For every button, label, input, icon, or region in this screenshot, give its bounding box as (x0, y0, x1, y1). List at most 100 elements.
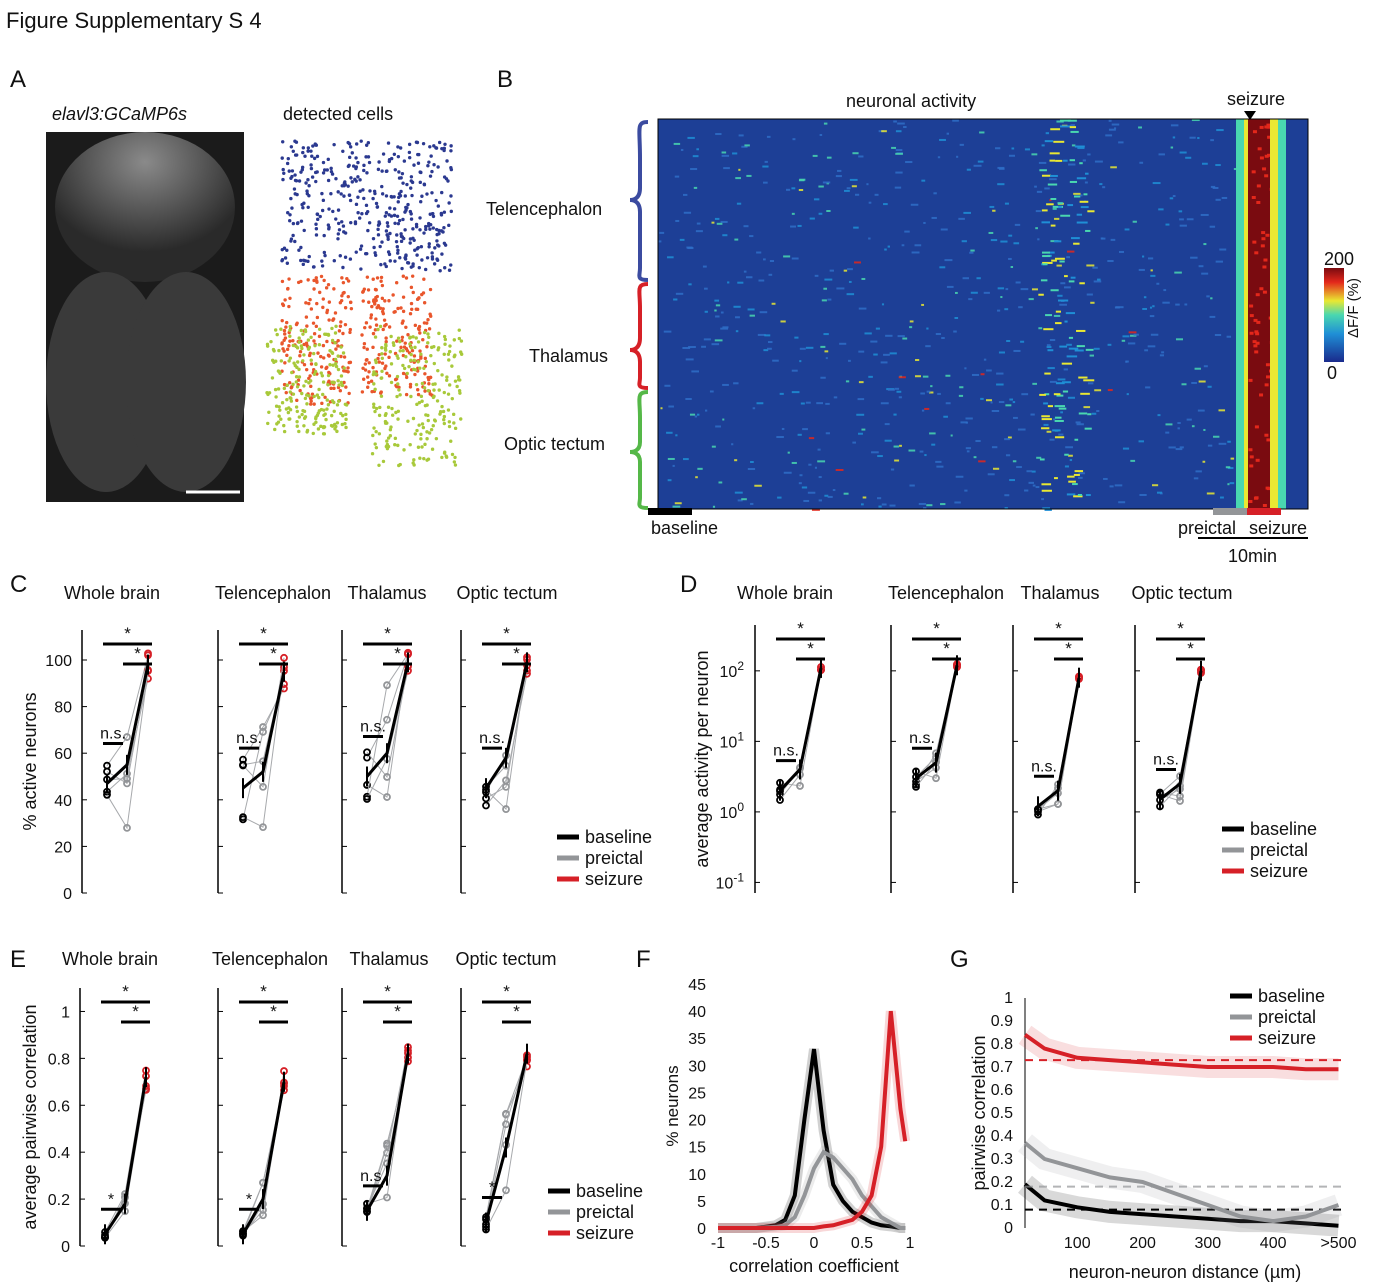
activity-event (837, 169, 842, 172)
cell-dot (428, 145, 432, 149)
x-tick-label: 200 (1129, 1235, 1156, 1252)
activity-event (1145, 386, 1151, 389)
activity-event (1225, 466, 1231, 469)
cell-dot (285, 383, 289, 387)
y-tick-label: 0 (63, 886, 72, 903)
activity-event (1041, 483, 1052, 486)
activity-event (1084, 181, 1088, 184)
cell-dot (326, 332, 331, 337)
activity-event (756, 251, 762, 254)
cell-dot (368, 189, 372, 193)
cell-dot (341, 149, 345, 153)
cell-dot (322, 233, 326, 238)
activity-event (1050, 224, 1056, 227)
cell-dot (384, 194, 389, 198)
cell-dot (297, 179, 302, 183)
legend-label-seizure: seizure (585, 869, 643, 889)
activity-event (893, 445, 899, 448)
cell-dot (346, 294, 350, 299)
activity-event (1210, 297, 1213, 300)
activity-event (802, 428, 808, 431)
cell-dot (273, 328, 278, 332)
cell-dot (453, 455, 457, 460)
cell-dot (366, 228, 370, 233)
cell-dot (447, 268, 452, 272)
cell-dot (308, 379, 313, 383)
cell-dot (443, 266, 447, 270)
cell-dot (298, 350, 303, 354)
cell-dot (297, 429, 301, 434)
activity-event (1060, 282, 1066, 285)
cell-dot (278, 408, 282, 412)
activity-event (663, 330, 672, 333)
activity-event (914, 244, 922, 247)
cell-dot (387, 355, 391, 360)
activity-event (1005, 454, 1011, 457)
cell-dot (320, 374, 325, 378)
cell-dot (455, 384, 459, 389)
cell-dot (329, 166, 333, 171)
legend-label-preictal: preictal (576, 1202, 634, 1222)
seizure-event (1252, 240, 1257, 244)
cell-dot (285, 261, 290, 265)
cell-dot (328, 348, 332, 353)
activity-event (1156, 282, 1160, 285)
activity-event (877, 455, 883, 458)
cell-dot (319, 424, 323, 429)
cell-dot (280, 318, 284, 323)
cell-dot (300, 168, 305, 172)
cell-dot (302, 409, 307, 414)
activity-event (780, 320, 786, 323)
cell-dot (411, 367, 416, 372)
cell-dot (411, 290, 415, 295)
activity-event (885, 334, 893, 337)
activity-event (1057, 378, 1066, 381)
cell-dot (294, 405, 299, 409)
activity-event (800, 402, 805, 405)
activity-event (734, 491, 743, 494)
cell-dot (446, 352, 451, 356)
activity-event (849, 178, 858, 181)
cell-dot (443, 342, 447, 346)
activity-event (964, 489, 968, 492)
series-line-preictal (1023, 1141, 1340, 1224)
region-thalamus: Thalamus (529, 346, 609, 366)
cell-dot (373, 335, 378, 339)
cell-dot (418, 366, 422, 370)
cell-dot (370, 452, 375, 456)
activity-event (1064, 465, 1069, 468)
cell-dot (393, 309, 397, 314)
cell-dot (432, 262, 437, 266)
cell-dot (364, 358, 369, 362)
cell-dot (293, 178, 298, 183)
activity-event (1013, 349, 1021, 352)
activity-event (1150, 274, 1156, 277)
legend-label-seizure: seizure (576, 1223, 634, 1243)
activity-event (1179, 151, 1187, 154)
cell-dot (372, 370, 376, 374)
cell-dot (299, 328, 304, 333)
cell-dot (361, 366, 365, 370)
cell-dot (285, 320, 289, 325)
cell-dot (314, 324, 319, 329)
cell-dot (405, 261, 410, 265)
sig-label: * (797, 619, 804, 638)
activity-event (791, 369, 798, 372)
activity-event (1215, 198, 1221, 201)
cell-dot (411, 335, 415, 339)
cell-dot (354, 156, 358, 160)
cell-dot (362, 287, 367, 291)
activity-event (1050, 174, 1058, 177)
cell-dot (459, 352, 464, 356)
cell-dot (442, 417, 446, 422)
subject-point (502, 805, 510, 813)
cell-dot (389, 194, 393, 199)
activity-event (1015, 281, 1021, 284)
activity-event (1227, 483, 1230, 486)
activity-event (811, 508, 820, 511)
cell-dot (437, 331, 441, 336)
cell-dot (400, 171, 405, 176)
activity-event (945, 374, 951, 377)
activity-event (683, 211, 692, 214)
